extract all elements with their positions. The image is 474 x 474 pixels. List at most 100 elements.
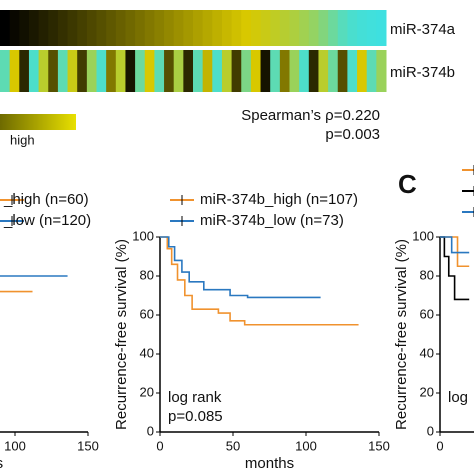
- heat-cell: [19, 50, 30, 92]
- heat-cell: [19, 10, 30, 46]
- heat-cell: [86, 50, 97, 92]
- heat-cell: [318, 10, 329, 46]
- heat-cell: [337, 50, 348, 92]
- survival-curve: [440, 236, 470, 301]
- heat-cell: [347, 50, 358, 92]
- annotation: p=0.003: [325, 126, 380, 143]
- heat-cell: [270, 50, 281, 92]
- legend-label: _high (n=60): [3, 191, 89, 208]
- heat-cell: [193, 10, 204, 46]
- heat-cell: [125, 10, 136, 46]
- heat-cell: [125, 50, 136, 92]
- heat-cell: [250, 10, 262, 46]
- heat-cell: [48, 50, 59, 92]
- y-tick-label: 40: [420, 345, 434, 360]
- heat-cell: [96, 50, 107, 92]
- survival-curve: [440, 236, 470, 254]
- heat-cell: [241, 10, 252, 46]
- heat-cell: [9, 10, 20, 46]
- heat-cell: [231, 50, 242, 92]
- heat-cell: [86, 10, 97, 46]
- heat-cell: [241, 50, 252, 92]
- heat-cell: [144, 10, 155, 46]
- survival-curve: [160, 236, 321, 299]
- heat-cell: [202, 10, 213, 46]
- heat-cell: [357, 10, 368, 46]
- row-label: miR-374b: [390, 64, 455, 81]
- legend-label: miR-374b_low (n=73): [200, 212, 344, 229]
- legend-label: _low (n=120): [3, 212, 91, 229]
- x-tick-label: 0: [156, 438, 163, 453]
- y-tick-label: 100: [412, 228, 434, 243]
- heat-cell: [77, 50, 88, 92]
- heat-cell: [212, 50, 223, 92]
- heat-cell: [115, 10, 126, 46]
- y-axis-label: Recurrence-free survival (%): [393, 239, 410, 430]
- heat-cell: [366, 10, 377, 46]
- heat-cell: [366, 50, 377, 92]
- heat-cell: [38, 50, 49, 92]
- heat-cell: [77, 10, 88, 46]
- survival-curve: [0, 290, 33, 293]
- heat-cell: [67, 10, 78, 46]
- y-tick-label: 80: [140, 267, 154, 282]
- x-tick-label: 150: [77, 438, 99, 453]
- heat-cell: [299, 50, 310, 92]
- survival-curve: [160, 236, 359, 326]
- heat-cell: [173, 10, 184, 46]
- survival-curve: [0, 275, 68, 277]
- heat-cell: [328, 50, 339, 92]
- heat-cell: [154, 10, 165, 46]
- heat-cell: [250, 50, 262, 92]
- color-legend: [0, 114, 76, 130]
- heat-cell: [270, 10, 281, 46]
- heat-cell: [57, 50, 69, 92]
- heat-cell: [231, 10, 242, 46]
- heat-cell: [318, 50, 329, 92]
- heat-cell: [299, 10, 310, 46]
- heat-cell: [202, 50, 213, 92]
- annotation: log: [448, 389, 468, 406]
- heat-cell: [289, 50, 300, 92]
- heat-cell: [67, 50, 78, 92]
- y-tick-label: 60: [140, 306, 154, 321]
- heat-cell: [115, 50, 126, 92]
- heat-cell: [164, 50, 175, 92]
- heat-cell: [48, 10, 59, 46]
- heat-cell: [106, 50, 117, 92]
- y-axis-label: Recurrence-free survival (%): [113, 239, 130, 430]
- x-axis-label: months: [245, 455, 294, 472]
- legend-label: high: [10, 132, 35, 147]
- heat-cell: [28, 50, 40, 92]
- heat-cell: [308, 10, 319, 46]
- heat-cell: [135, 10, 146, 46]
- heat-cell: [221, 10, 233, 46]
- y-tick-label: 40: [140, 345, 154, 360]
- heat-cell: [221, 50, 233, 92]
- heat-cell: [308, 50, 319, 92]
- row-label: miR-374a: [390, 21, 456, 38]
- heat-cell: [193, 50, 204, 92]
- heat-cell: [183, 10, 194, 46]
- annotation: Spearman’s ρ=0.220: [241, 107, 380, 124]
- heat-cell: [376, 10, 387, 46]
- heat-cell: [337, 10, 348, 46]
- heat-cell: [96, 10, 107, 46]
- heat-cell: [0, 10, 11, 46]
- y-tick-label: 20: [420, 384, 434, 399]
- y-tick-label: 0: [427, 423, 434, 438]
- heat-cell: [376, 50, 387, 92]
- heat-cell: [135, 50, 146, 92]
- heat-cell: [183, 50, 194, 92]
- heat-cell: [347, 10, 358, 46]
- heat-cell: [173, 50, 184, 92]
- heat-cell: [106, 10, 117, 46]
- heat-cell: [144, 50, 155, 92]
- heat-cell: [260, 10, 271, 46]
- heat-cell: [357, 50, 368, 92]
- heat-cell: [212, 10, 223, 46]
- y-tick-label: 60: [420, 306, 434, 321]
- heat-cell: [38, 10, 49, 46]
- legend-label: miR-374b_high (n=107): [200, 191, 358, 208]
- heat-cell: [164, 10, 175, 46]
